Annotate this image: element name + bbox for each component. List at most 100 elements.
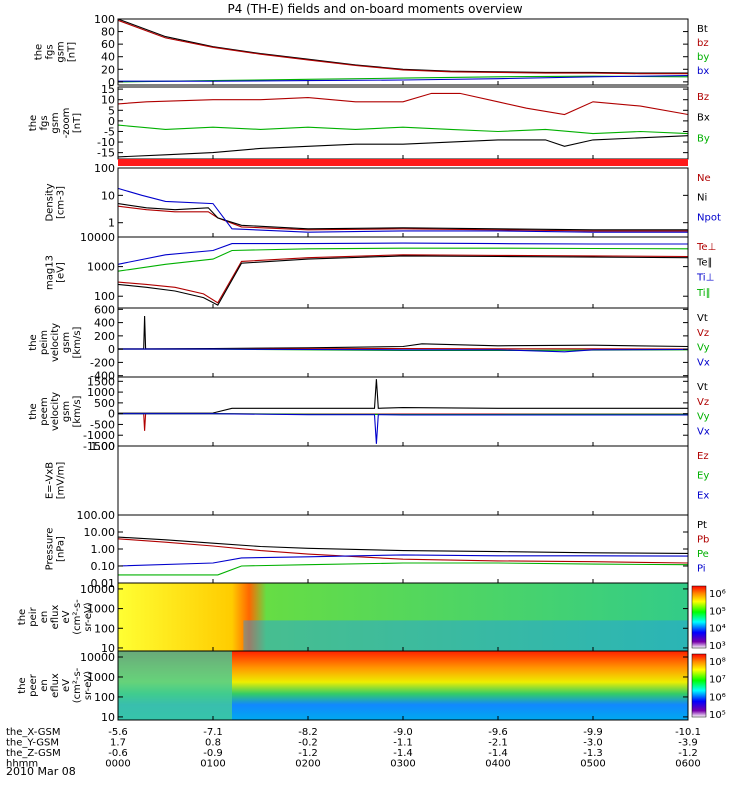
axis-row-value: 0.8 [205, 738, 221, 749]
axis-row-value: 1.7 [110, 738, 126, 749]
y-tick-label: 0 [108, 343, 115, 356]
y-tick-label: 100 [94, 13, 115, 26]
bottom-axis: the_X-GSM -5.6 -7.1 -8.2 -9.0 -9.6 -9.9 -10.1 th… [6, 727, 701, 770]
colorbar-tick-label: 10⁴ [709, 624, 726, 635]
series-Pi-line [117, 554, 689, 567]
legend-Vz: Vz [697, 328, 709, 339]
y-axis-label: sr-eV) [83, 671, 94, 700]
y-axis-label: peem [39, 397, 50, 425]
y-tick-label: 0 [108, 408, 115, 421]
legend-by: by [697, 52, 709, 63]
series-By-line [117, 124, 689, 135]
axis-row-value: -0.6 [108, 748, 128, 759]
y-tick-label: 10000 [80, 651, 115, 664]
y-tick-label: 60 [101, 38, 115, 51]
axis-row-value: -2.1 [488, 738, 508, 749]
y-tick-label: 100 [94, 691, 115, 704]
colorbar-tick-label: 10⁷ [709, 675, 726, 686]
spectrogram-fill [118, 583, 688, 651]
y-axis-label: [cm-3] [56, 186, 67, 219]
y-tick-label: 10 [101, 94, 115, 107]
legend-Npot: Npot [697, 212, 721, 223]
colorbar: 10⁸ 10⁷ 10⁶ 10⁵ [691, 653, 726, 721]
y-axis-label: en [39, 679, 50, 692]
axis-row-value: -3.0 [583, 738, 603, 749]
colorbar-tick-label: 10³ [709, 641, 726, 652]
series-Te∥-line [117, 255, 689, 306]
y-axis-label: eV [61, 610, 72, 623]
legend-Ti⊥: Ti⊥ [696, 273, 714, 284]
series-Vx-line [118, 413, 688, 444]
legend-Ez: Ez [697, 451, 709, 462]
y-tick-label: 10 [101, 189, 115, 202]
legend-Pt: Pt [697, 520, 707, 531]
y-tick-label: -1500 [83, 440, 115, 453]
panel-frame [117, 167, 689, 238]
axis-row-label: hhmm [6, 759, 38, 770]
spectrogram-low-energy-region [243, 620, 688, 651]
y-tick-label: 0 [108, 76, 115, 89]
y-axis-label: the [34, 44, 45, 60]
y-axis-label: peer [28, 673, 39, 697]
time-tick-label: 0100 [200, 759, 225, 770]
panel-e-field: 1.00 E=-VxB [mV/m] Ez Ey Ex [45, 440, 709, 516]
y-axis-label: gsm [50, 112, 61, 133]
y-tick-label: 100.00 [77, 509, 116, 522]
y-axis-label: mag13 [45, 255, 56, 290]
y-tick-label: 100 [94, 290, 115, 303]
y-axis-label: (cm²-s- [72, 599, 83, 635]
y-axis-label: E=-VxB [45, 462, 56, 499]
axis-row-value: -1.2 [678, 748, 698, 759]
y-axis-label: the [17, 609, 28, 625]
y-tick-label: 100 [94, 622, 115, 635]
y-axis-label: the [28, 334, 39, 350]
panel-frame [117, 86, 689, 160]
legend-Ni: Ni [697, 193, 707, 204]
axis-row-value: -0.2 [298, 738, 318, 749]
y-tick-label: -500 [90, 418, 115, 431]
axis-row-value: -7.1 [203, 727, 223, 738]
axis-row-value: -9.6 [488, 727, 508, 738]
y-axis-label: eV [61, 679, 72, 692]
legend-Vy: Vy [697, 343, 710, 354]
series-by-line [117, 75, 689, 83]
y-axis-label: velocity [50, 323, 61, 362]
y-axis-label: gsm [61, 332, 72, 353]
legend-bx: bx [697, 66, 709, 77]
y-tick-label: -400 [90, 370, 115, 383]
axis-row-value: -1.2 [298, 748, 318, 759]
y-axis-label: peir [28, 606, 39, 626]
axis-row-label: the_X-GSM [6, 727, 60, 738]
legend-Pb: Pb [697, 535, 709, 546]
y-axis-label: [km/s] [72, 395, 83, 427]
y-axis-label: peim [39, 330, 50, 355]
panel-frame [117, 376, 689, 447]
time-tick-label: 0600 [675, 759, 700, 770]
y-axis-label: [mV/m] [56, 462, 67, 500]
legend-bz: bz [697, 38, 709, 49]
colorbar-tick-label: 10⁸ [709, 657, 726, 668]
series-Bx-line [117, 135, 689, 158]
legend-Vt: Vt [697, 313, 708, 324]
series-Bt-line [117, 18, 688, 74]
y-tick-label: 1.00 [91, 440, 116, 453]
y-axis-label: [nT] [67, 42, 78, 62]
legend-Vt: Vt [697, 382, 708, 393]
series-Ni-line [117, 203, 688, 231]
y-tick-label: 10 [101, 711, 115, 724]
y-tick-label: 500 [94, 397, 115, 410]
y-tick-label: 15 [101, 83, 115, 96]
y-tick-label: -10 [97, 136, 115, 149]
y-axis-label: en [39, 611, 50, 624]
time-tick-label: 0200 [295, 759, 320, 770]
legend-Ey: Ey [697, 471, 709, 482]
series-Ne-line [117, 205, 688, 232]
axis-row-value: -1.3 [583, 748, 603, 759]
axis-row-value: -5.6 [108, 727, 128, 738]
y-axis-label: eflux [50, 605, 61, 630]
axis-row-label: the_Y-GSM [6, 738, 59, 749]
series-bz-line [117, 19, 688, 75]
legend-Ne: Ne [697, 173, 711, 184]
